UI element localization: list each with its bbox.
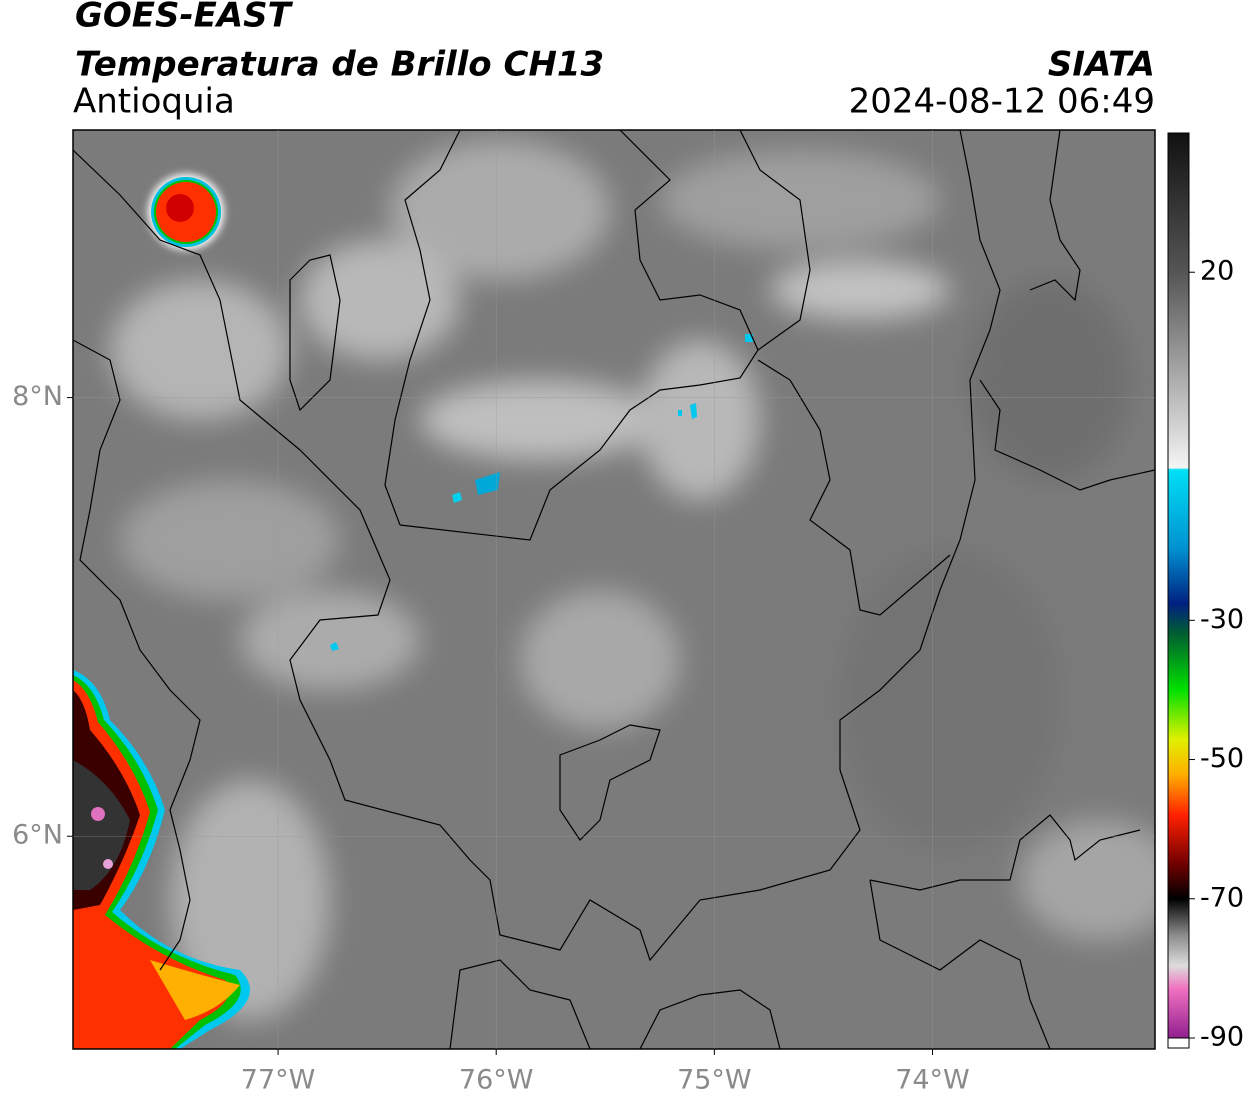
colorbar-tick-label: -70 xyxy=(1200,882,1244,913)
subtitle: Temperatura de Brillo CH13 xyxy=(75,45,604,85)
colorbar-tick-label: -30 xyxy=(1200,604,1244,635)
colorbar-tick-label: 20 xyxy=(1200,256,1234,287)
colorbar-tick-label: -50 xyxy=(1200,743,1244,774)
title: GOES-EAST xyxy=(75,0,294,36)
boundaries xyxy=(73,130,1155,1049)
satellite-image xyxy=(73,130,1155,1049)
colorbar-tick-label: -90 xyxy=(1200,1022,1244,1053)
map-frame xyxy=(72,129,1156,1050)
colorbar-extension xyxy=(1167,1037,1190,1049)
datetime: 2024-08-12 06:49 xyxy=(849,82,1155,122)
x-tick-label: 75°W xyxy=(677,1065,752,1096)
x-tick-label: 74°W xyxy=(895,1065,970,1096)
region: Antioquia xyxy=(73,82,235,122)
y-tick-label: 8°N xyxy=(12,381,63,412)
y-tick-label: 6°N xyxy=(12,820,63,851)
colorbar xyxy=(1167,132,1190,1039)
x-tick-label: 76°W xyxy=(459,1065,534,1096)
source: SIATA xyxy=(1048,45,1155,85)
x-tick-label: 77°W xyxy=(241,1065,316,1096)
